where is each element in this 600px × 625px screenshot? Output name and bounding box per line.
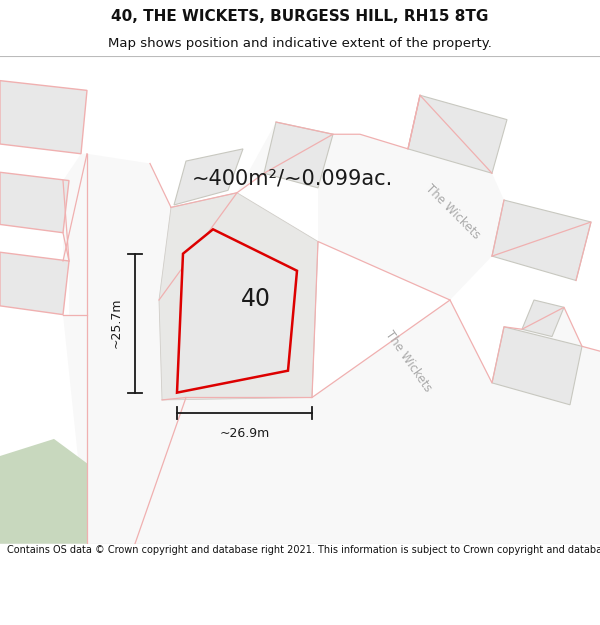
Text: The Wickets: The Wickets [382, 328, 434, 394]
Polygon shape [522, 300, 564, 336]
Polygon shape [408, 95, 507, 173]
Polygon shape [0, 173, 69, 232]
Text: Map shows position and indicative extent of the property.: Map shows position and indicative extent… [108, 38, 492, 51]
Polygon shape [0, 253, 69, 314]
Polygon shape [492, 200, 591, 281]
Text: 40: 40 [241, 286, 271, 311]
Text: ~400m²/~0.099ac.: ~400m²/~0.099ac. [192, 168, 393, 188]
Text: ~26.9m: ~26.9m [220, 427, 269, 440]
Polygon shape [174, 149, 243, 205]
Polygon shape [135, 300, 600, 544]
Polygon shape [264, 122, 333, 188]
Text: 40, THE WICKETS, BURGESS HILL, RH15 8TG: 40, THE WICKETS, BURGESS HILL, RH15 8TG [112, 9, 488, 24]
Text: Contains OS data © Crown copyright and database right 2021. This information is : Contains OS data © Crown copyright and d… [7, 546, 600, 556]
Polygon shape [492, 327, 582, 405]
Polygon shape [0, 439, 87, 544]
Text: The Wickets: The Wickets [423, 182, 483, 242]
Polygon shape [63, 154, 186, 544]
Polygon shape [177, 229, 297, 392]
Polygon shape [237, 95, 504, 300]
Polygon shape [0, 81, 87, 154]
Text: ~25.7m: ~25.7m [109, 298, 122, 348]
Polygon shape [159, 192, 318, 400]
